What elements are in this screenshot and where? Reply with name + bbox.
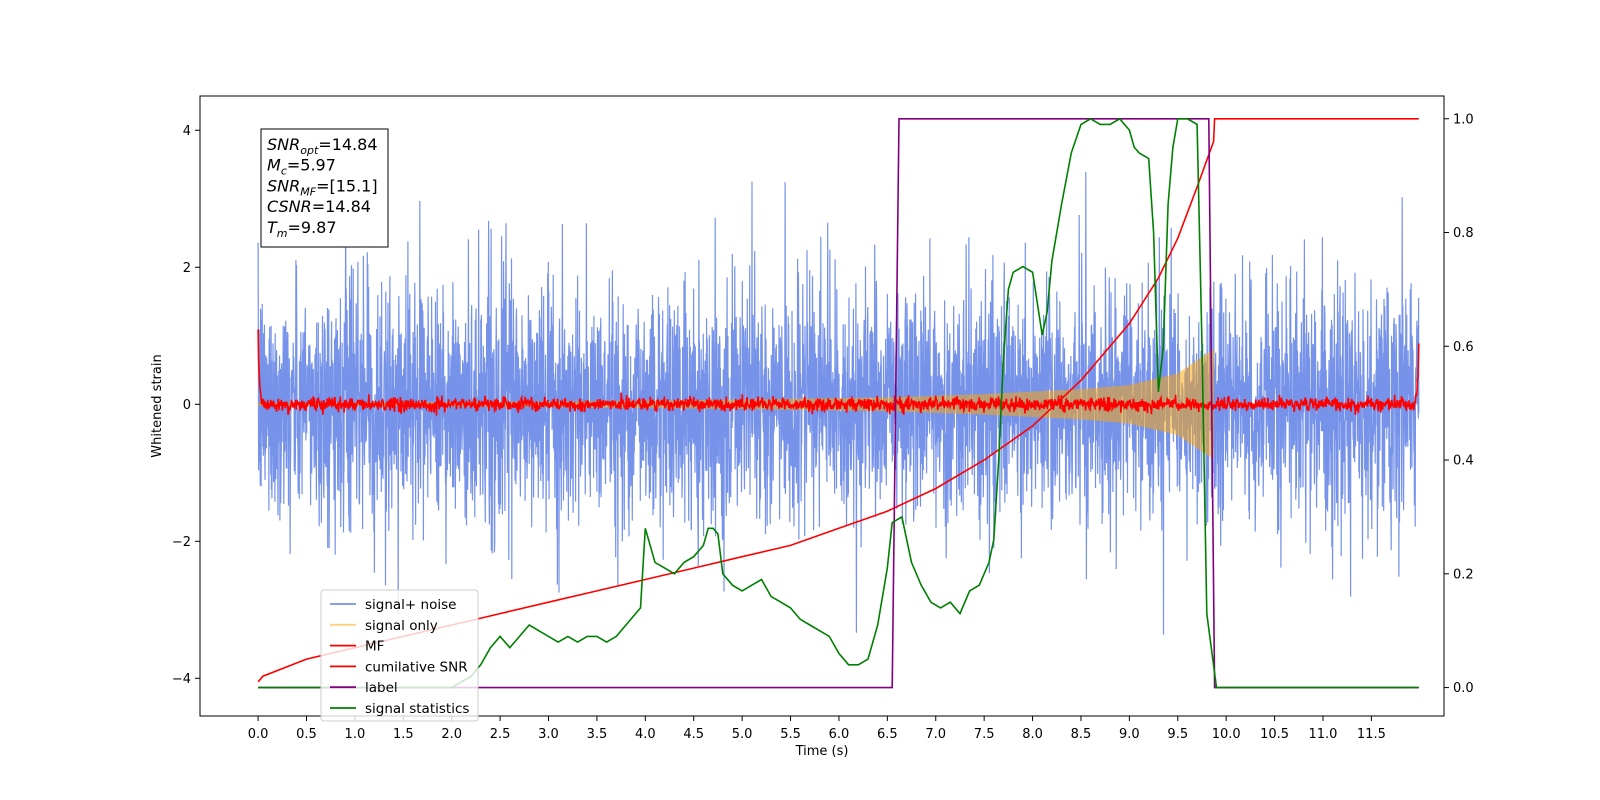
y-tick-label: −2 — [172, 535, 191, 550]
series-mf — [257, 329, 1420, 416]
y-tick-label: −4 — [172, 672, 191, 687]
x-tick-label: 10.0 — [1212, 727, 1241, 742]
legend-label: signal only — [365, 618, 438, 634]
y2-tick-label: 0.2 — [1453, 567, 1474, 582]
annotation-line: Mc=5.97 — [267, 156, 336, 178]
x-tick-label: 8.0 — [1022, 727, 1043, 742]
x-tick-label: 10.5 — [1260, 727, 1289, 742]
y2-tick-label: 0.6 — [1453, 340, 1474, 355]
x-tick-label: 9.0 — [1119, 727, 1140, 742]
x-tick-label: 0.0 — [248, 727, 269, 742]
annotation-line: CSNR=14.84 — [267, 197, 371, 216]
x-tick-label: 4.5 — [683, 727, 704, 742]
x-tick-label: 11.5 — [1357, 727, 1386, 742]
annotation-line: SNRopt=14.84 — [267, 135, 378, 157]
legend: signal+ noise signal only MF cumilative SNR… — [320, 589, 479, 722]
y-axis-left: −4 −2 0 2 4 — [172, 124, 200, 687]
x-tick-label: 0.5 — [296, 727, 317, 742]
legend-frame — [320, 589, 479, 722]
y-tick-label: 0 — [183, 398, 191, 413]
y-tick-label: 2 — [183, 261, 191, 276]
annotation-line: SNRMF=[15.1] — [267, 176, 378, 198]
plot-frame — [199, 95, 1445, 717]
x-axis: 0.0 0.5 1.0 1.5 2.0 2.5 3.0 3.5 4.0 4.5 5.0 5.5 6.0 6… — [248, 716, 1386, 742]
x-tick-label: 5.0 — [732, 727, 753, 742]
x-tick-label: 8.5 — [1071, 727, 1092, 742]
x-tick-label: 11.0 — [1309, 727, 1338, 742]
legend-label: MF — [365, 639, 384, 655]
legend-label: signal statistics — [365, 701, 469, 717]
x-tick-label: 4.0 — [635, 727, 656, 742]
x-tick-label: 3.5 — [587, 727, 608, 742]
x-tick-label: 7.0 — [925, 727, 946, 742]
x-tick-label: 6.0 — [829, 727, 850, 742]
x-tick-label: 9.5 — [1167, 727, 1188, 742]
x-tick-label: 2.0 — [441, 727, 462, 742]
x-tick-label: 1.0 — [345, 727, 366, 742]
x-tick-label: 6.5 — [877, 727, 898, 742]
legend-label: signal+ noise — [365, 597, 456, 613]
y2-tick-label: 0.8 — [1453, 226, 1474, 241]
x-tick-label: 2.5 — [490, 727, 511, 742]
series-signal-statistics — [258, 117, 1419, 689]
x-tick-label: 1.5 — [393, 727, 414, 742]
y2-tick-label: 0.0 — [1453, 681, 1474, 696]
y-axis-label: Whitened strain — [150, 354, 165, 457]
x-axis-label: Time (s) — [795, 744, 849, 759]
legend-label: label — [365, 680, 398, 696]
annotation-frame — [260, 128, 389, 248]
annotation-box: SNRopt=14.84Mc=5.97SNRMF=[15.1]CSNR=14.8… — [260, 128, 389, 248]
y-tick-label: 4 — [183, 124, 191, 139]
x-tick-label: 5.5 — [780, 727, 801, 742]
series-signal-noise — [257, 171, 1420, 635]
y-axis-right: 0.0 0.2 0.4 0.6 0.8 1.0 — [1444, 112, 1474, 696]
y2-tick-label: 1.0 — [1453, 112, 1474, 127]
y2-tick-label: 0.4 — [1453, 454, 1474, 469]
x-tick-label: 3.0 — [538, 727, 559, 742]
legend-label: cumilative SNR — [365, 659, 468, 675]
annotation-line: Tm=9.87 — [267, 218, 337, 240]
x-tick-label: 7.5 — [974, 727, 995, 742]
